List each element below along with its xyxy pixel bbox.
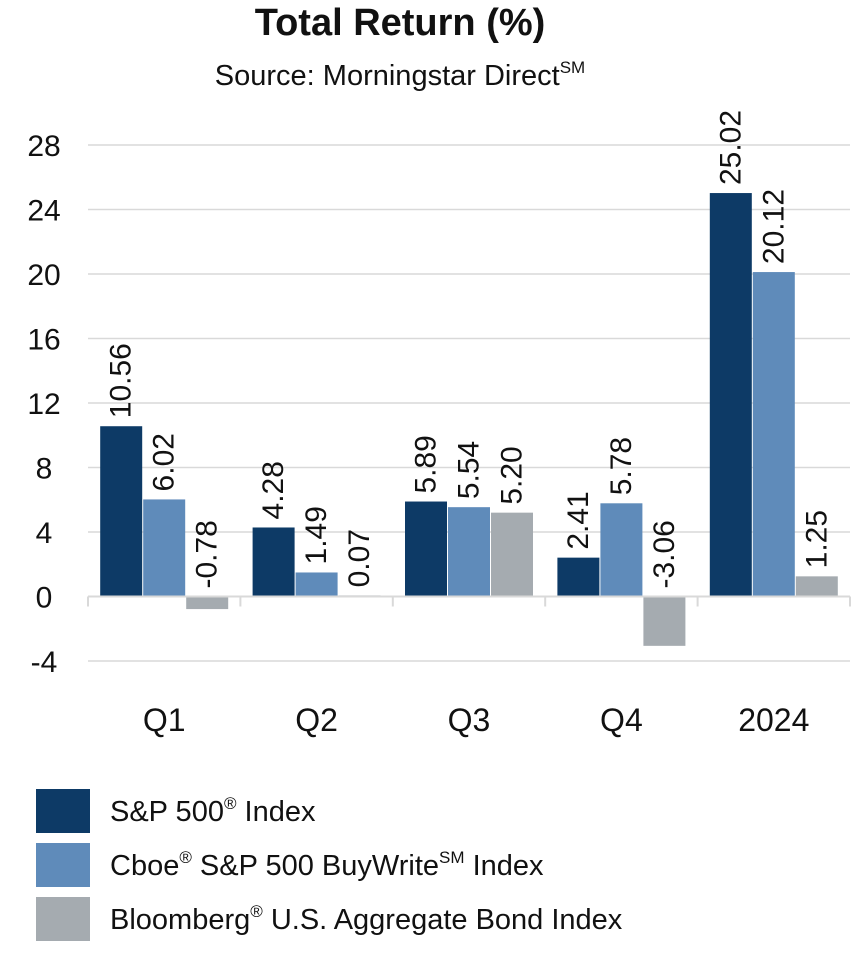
data-label: 5.20 [496, 446, 529, 504]
data-label: 6.02 [148, 433, 181, 491]
data-label: 5.54 [453, 441, 486, 499]
y-tick-label: 20 [27, 259, 60, 292]
legend-label-sp500: S&P 500® Index [110, 793, 316, 828]
bar [295, 572, 338, 597]
data-label: 2.41 [562, 491, 595, 549]
data-label: 20.12 [757, 189, 790, 264]
data-label: 0.07 [343, 529, 376, 587]
bar-chart: 28 24 20 16 12 8 4 0 -4 10.56 6.02 -0.78 4.28 1.49 0.0… [27, 110, 851, 738]
legend-item-bond: Bloomberg® U.S. Aggregate Bond Index [36, 892, 622, 946]
bar [643, 596, 686, 646]
y-tick-label: -4 [31, 646, 58, 679]
bar [752, 272, 795, 597]
data-label: 5.89 [410, 435, 443, 493]
bar [491, 512, 533, 597]
legend-item-buywrite: Cboe® S&P 500 BuyWriteSM Index [36, 838, 622, 892]
data-label: 1.25 [800, 510, 833, 568]
x-tick-label: 2024 [738, 702, 809, 738]
legend-swatch-sp500 [36, 789, 90, 833]
legend-label-bond: Bloomberg® U.S. Aggregate Bond Index [110, 901, 623, 936]
legend-item-sp500: S&P 500® Index [36, 784, 622, 838]
x-tick-label: Q2 [295, 702, 338, 738]
y-tick-label: 0 [36, 582, 53, 615]
bar [557, 557, 600, 597]
bar [448, 507, 490, 597]
bar [405, 501, 447, 597]
chart-subtitle: Source: Morningstar DirectSM [214, 58, 586, 92]
data-label: -0.78 [191, 520, 224, 588]
bar [186, 596, 229, 610]
x-tick-label: Q4 [600, 702, 643, 738]
data-label: 4.28 [257, 461, 290, 519]
bar [100, 426, 143, 597]
data-label: 1.49 [300, 506, 333, 564]
data-label: 5.78 [605, 437, 638, 495]
y-tick-label: 4 [36, 517, 53, 550]
bar [252, 527, 295, 597]
x-tick-label: Q3 [448, 702, 491, 738]
x-tick-label: Q1 [143, 702, 186, 738]
bar [143, 499, 186, 597]
data-label: 25.02 [714, 110, 747, 185]
bar [709, 193, 752, 597]
bar [795, 576, 838, 597]
legend-swatch-buywrite [36, 843, 90, 887]
y-tick-label: 8 [36, 453, 53, 486]
chart-legend: S&P 500® Index Cboe® S&P 500 BuyWriteSM … [36, 784, 622, 946]
legend-swatch-bond [36, 897, 90, 941]
y-tick-label: 24 [27, 195, 60, 228]
y-tick-label: 16 [27, 324, 60, 357]
legend-label-buywrite: Cboe® S&P 500 BuyWriteSM Index [110, 847, 544, 882]
bar [600, 503, 643, 597]
chart-title: Total Return (%) [254, 2, 546, 44]
data-label: 10.56 [105, 343, 138, 418]
y-tick-label: 12 [27, 388, 60, 421]
y-tick-label: 28 [27, 130, 60, 163]
data-label: -3.06 [648, 520, 681, 588]
